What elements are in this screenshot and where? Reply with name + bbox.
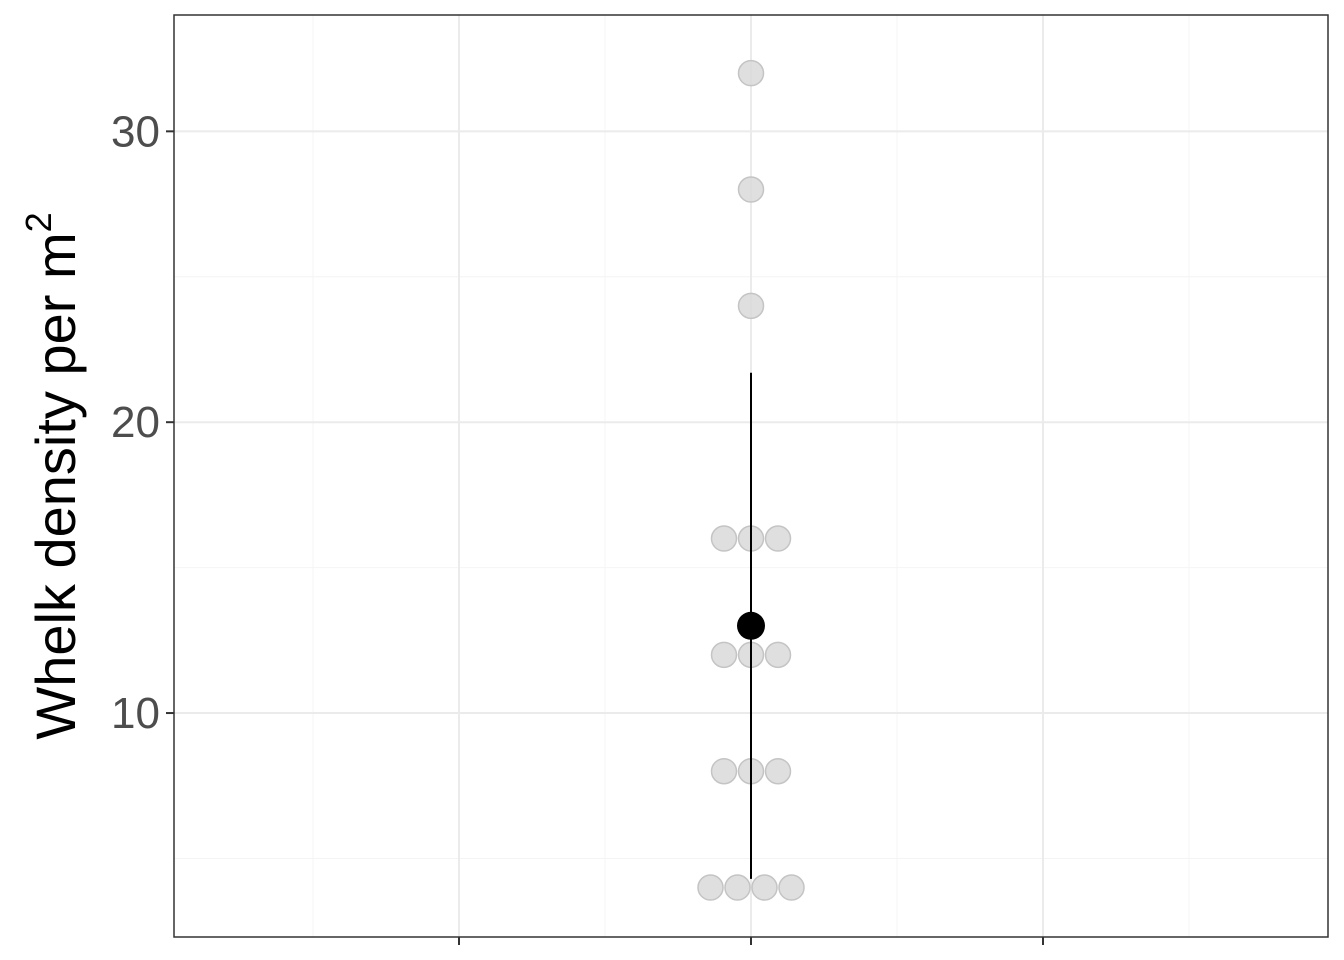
mean-point [737, 611, 765, 640]
x-axis [458, 937, 1044, 945]
data-point [710, 525, 738, 552]
data-point [737, 176, 765, 203]
data-point [737, 59, 765, 87]
y-tick-label: 30 [111, 107, 160, 156]
y-axis-title-text: Whelk density per m [24, 232, 87, 739]
y-axis-title-superscript: 2 [18, 212, 59, 232]
data-point [724, 874, 751, 901]
data-point [751, 874, 778, 901]
data-point [710, 757, 738, 785]
mean-and-error [737, 372, 765, 879]
raw-data-points [697, 59, 805, 901]
data-point [697, 874, 724, 901]
y-tick-label: 10 [111, 689, 160, 738]
data-point [764, 641, 792, 669]
data-point [778, 874, 805, 901]
data-point [764, 757, 792, 785]
data-point [737, 292, 765, 320]
y-axis: 10 20 30 [111, 107, 174, 738]
y-tick-label: 20 [111, 398, 160, 447]
y-axis-title: Whelk density per m2 [18, 212, 87, 739]
data-point [710, 641, 738, 669]
data-point [764, 525, 792, 552]
